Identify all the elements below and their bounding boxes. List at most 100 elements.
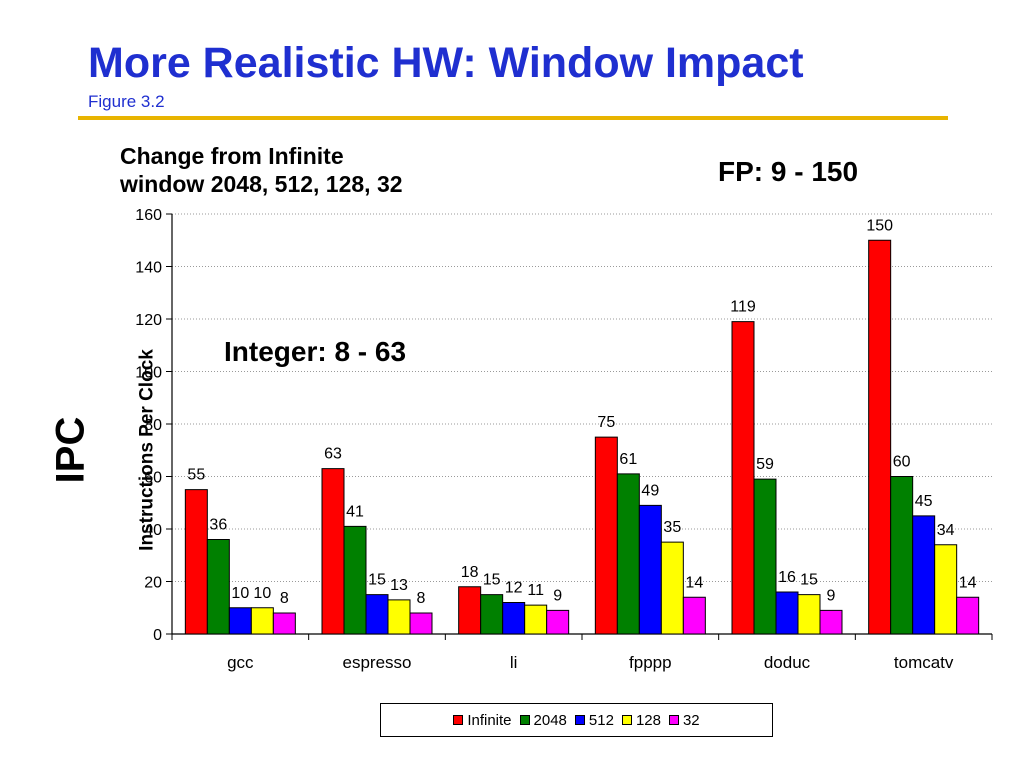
- legend-swatch: [574, 715, 585, 725]
- data-label: 13: [390, 577, 408, 594]
- bar: [343, 525, 367, 635]
- y-tick-label: 160: [135, 207, 162, 224]
- bar: [272, 612, 296, 635]
- y-tick-label: 0: [153, 627, 162, 644]
- bar: [502, 602, 526, 635]
- bar: [546, 609, 570, 635]
- bar: [731, 321, 755, 635]
- data-label: 16: [778, 569, 796, 586]
- bar: [409, 612, 433, 635]
- data-label: 12: [505, 580, 523, 597]
- legend-label: 512: [588, 711, 614, 729]
- slide-title: More Realistic HW: Window Impact: [88, 39, 804, 87]
- chart-heading-line-2: window 2048, 512, 128, 32: [120, 171, 403, 197]
- y-tick-label: 100: [135, 365, 162, 382]
- data-label: 36: [209, 517, 227, 534]
- data-label: 15: [368, 572, 386, 589]
- y-tick-label: 40: [144, 522, 162, 539]
- bar: [753, 478, 777, 635]
- title-divider: [78, 116, 948, 120]
- bar: [775, 591, 799, 635]
- x-category-label: gcc: [227, 653, 254, 672]
- bar: [365, 594, 389, 635]
- legend-label: 2048: [533, 711, 567, 729]
- data-label: 49: [641, 482, 659, 499]
- data-label: 63: [324, 446, 342, 463]
- data-label: 59: [756, 456, 774, 473]
- data-label: 8: [280, 590, 289, 607]
- chart-heading-line-1: Change from Infinite: [120, 143, 344, 169]
- data-label: 35: [663, 519, 681, 536]
- integer-range-note: Integer: 8 - 63: [224, 336, 407, 367]
- data-label: 119: [730, 299, 756, 316]
- bar: [250, 607, 274, 635]
- data-label: 10: [253, 585, 271, 602]
- y-tick-label: 20: [144, 575, 162, 592]
- y-tick-label: 120: [135, 312, 162, 329]
- data-label: 14: [959, 574, 977, 591]
- data-label: 61: [619, 451, 637, 468]
- slide-subtitle: Figure 3.2: [88, 92, 165, 111]
- data-label: 55: [187, 467, 205, 484]
- data-label: 41: [346, 503, 364, 520]
- bar: [682, 596, 706, 635]
- x-category-label: espresso: [343, 653, 412, 672]
- bar: [912, 515, 936, 635]
- bar: [524, 604, 548, 635]
- x-category-label: tomcatv: [894, 653, 954, 672]
- data-label: 11: [527, 582, 544, 599]
- legend-item: 512: [574, 711, 614, 729]
- y-tick-label: 60: [144, 470, 162, 487]
- legend-item: 2048: [519, 711, 567, 729]
- bar: [387, 599, 411, 635]
- bar: [638, 504, 662, 635]
- data-label: 10: [231, 585, 249, 602]
- data-label: 18: [461, 564, 479, 581]
- data-label: 15: [483, 572, 501, 589]
- bar: [458, 586, 482, 635]
- chart-heading: Change from Infinite window 2048, 512, 1…: [120, 142, 403, 198]
- legend-label: 32: [682, 711, 700, 729]
- bar: [228, 607, 252, 635]
- bar: [480, 594, 504, 635]
- bar: [660, 541, 684, 635]
- legend-swatch: [668, 715, 679, 725]
- data-label: 9: [553, 587, 562, 604]
- x-category-label: doduc: [764, 653, 811, 672]
- data-label: 8: [417, 590, 426, 607]
- bar: [868, 239, 892, 635]
- bar: [956, 596, 980, 635]
- legend-swatch: [519, 715, 530, 725]
- legend-label: 128: [635, 711, 661, 729]
- data-label: 150: [866, 217, 893, 234]
- bar: [797, 594, 821, 635]
- data-label: 75: [597, 414, 615, 431]
- data-label: 34: [937, 522, 955, 539]
- legend-item: 32: [668, 711, 700, 729]
- x-category-label: li: [510, 653, 518, 672]
- y-tick-label: 140: [135, 260, 162, 277]
- legend-label: Infinite: [467, 711, 512, 729]
- bar: [819, 609, 843, 635]
- bar: [206, 539, 230, 635]
- x-category-label: fpppp: [629, 653, 672, 672]
- bar: [890, 476, 914, 635]
- bar: [594, 436, 618, 635]
- legend-swatch: [621, 715, 632, 725]
- data-label: 60: [893, 454, 911, 471]
- chart-legend: Infinite 2048 512 128 32: [380, 703, 773, 737]
- data-label: 45: [915, 493, 933, 510]
- legend-item: Infinite: [453, 711, 512, 729]
- legend-swatch: [453, 715, 464, 725]
- fp-range-note: FP: 9 - 150: [718, 156, 859, 187]
- data-label: 9: [827, 587, 836, 604]
- y-tick-label: 80: [144, 417, 162, 434]
- bar: [184, 489, 208, 635]
- bar: [934, 544, 958, 635]
- data-label: 14: [685, 574, 703, 591]
- legend-item: 128: [621, 711, 661, 729]
- bar: [321, 468, 345, 635]
- data-label: 15: [800, 572, 818, 589]
- bar: [616, 473, 640, 635]
